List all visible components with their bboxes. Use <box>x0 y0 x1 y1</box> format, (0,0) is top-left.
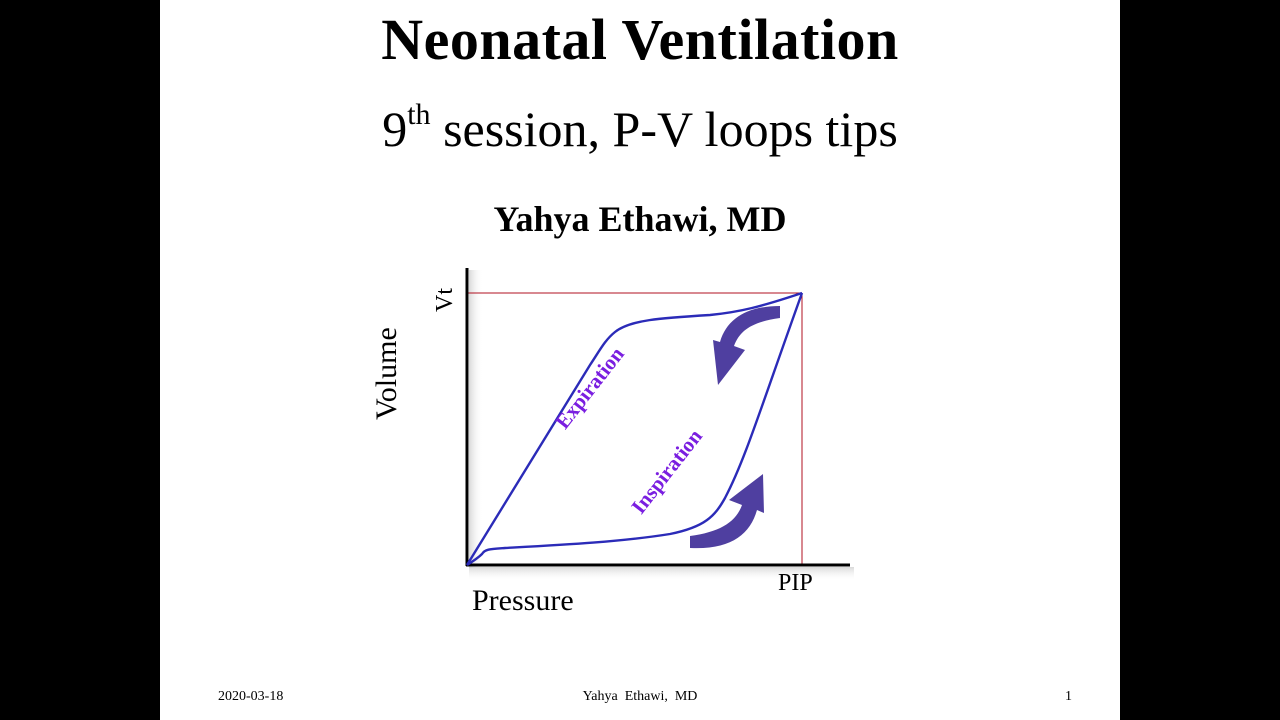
slide-author: Yahya Ethawi, MD <box>493 199 787 239</box>
pv-loop-chart <box>465 268 854 581</box>
footer-author: Yahya Ethawi, MD <box>582 689 698 704</box>
pip-label: PIP <box>778 570 813 596</box>
inspiration-limb <box>466 292 804 567</box>
slide: Neonatal Ventilation 9th session, P-V lo… <box>160 0 1120 720</box>
subtitle-ordinal-suffix: th <box>407 98 431 132</box>
vt-label: Vt <box>432 288 458 312</box>
subtitle-number: 9 <box>382 101 408 157</box>
footer-page-number: 1 <box>1065 689 1072 704</box>
footer-date: 2020-03-18 <box>218 689 284 704</box>
x-axis-label: Pressure <box>472 584 574 617</box>
subtitle-text: session, P-V loops tips <box>430 101 898 157</box>
inspiration-arrow-icon <box>690 474 764 549</box>
slide-subtitle: 9th session, P-V loops tips <box>160 98 1120 158</box>
slide-title: Neonatal Ventilation <box>381 7 899 72</box>
expiration-limb <box>465 291 803 566</box>
y-axis-label: Volume <box>370 327 403 420</box>
x-axis-shadow <box>469 567 854 581</box>
expiration-arrow-icon <box>713 306 780 385</box>
y-axis-shadow <box>469 270 483 568</box>
pv-loop-figure: Volume Vt Pressure PIP Expiration Inspir… <box>160 0 1120 720</box>
